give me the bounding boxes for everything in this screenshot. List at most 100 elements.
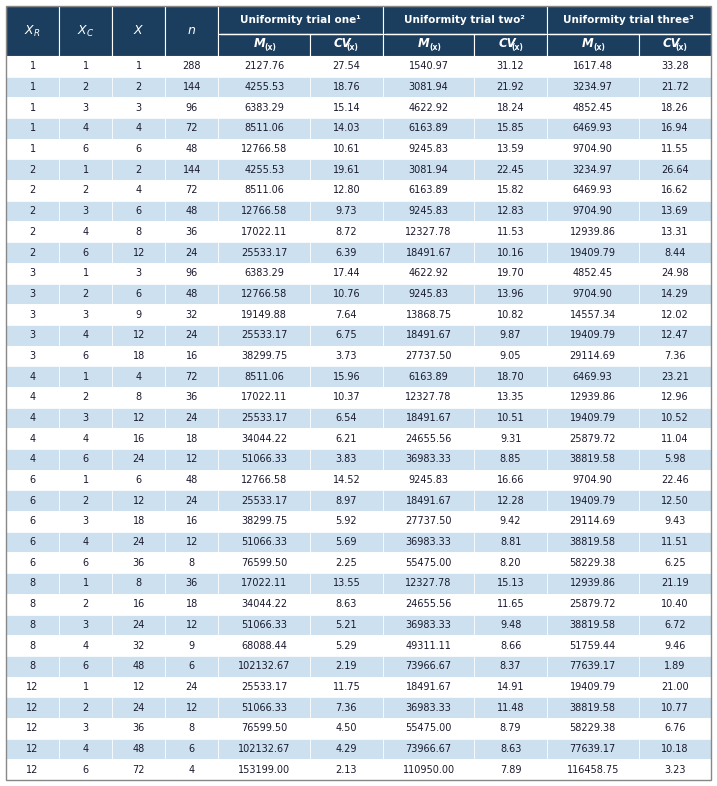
Text: 25533.17: 25533.17: [241, 413, 288, 423]
Bar: [547, 6, 711, 34]
Text: 12: 12: [27, 703, 39, 713]
Bar: [6, 635, 59, 656]
Bar: [547, 160, 639, 180]
Bar: [113, 718, 166, 739]
Text: 24: 24: [186, 682, 198, 692]
Text: 3: 3: [82, 206, 89, 216]
Text: Uniformity trial one¹: Uniformity trial one¹: [240, 15, 361, 25]
Bar: [547, 635, 639, 656]
Bar: [219, 408, 310, 428]
Bar: [547, 118, 639, 139]
Text: 17022.11: 17022.11: [241, 578, 288, 589]
Text: 2.13: 2.13: [336, 765, 357, 775]
Text: (x): (x): [265, 43, 277, 52]
Text: 3234.97: 3234.97: [573, 82, 613, 92]
Bar: [383, 304, 475, 325]
Text: 8.81: 8.81: [500, 537, 521, 547]
Text: (x): (x): [593, 43, 605, 52]
Text: 2: 2: [136, 165, 142, 174]
Bar: [6, 615, 59, 635]
Text: 36983.33: 36983.33: [406, 703, 452, 713]
Bar: [113, 56, 166, 77]
Text: $n$: $n$: [187, 24, 196, 38]
Text: Uniformity trial three³: Uniformity trial three³: [564, 15, 694, 25]
Bar: [383, 387, 475, 408]
Text: 55475.00: 55475.00: [405, 723, 452, 733]
Text: 3: 3: [29, 310, 36, 320]
Text: 27737.50: 27737.50: [405, 516, 452, 527]
Text: 1: 1: [82, 372, 89, 382]
Text: 34044.22: 34044.22: [242, 434, 288, 443]
Bar: [547, 366, 639, 387]
Text: 12: 12: [133, 330, 145, 340]
Bar: [113, 635, 166, 656]
Text: 3234.97: 3234.97: [573, 165, 613, 174]
Bar: [639, 718, 711, 739]
Bar: [219, 56, 310, 77]
Text: 6.75: 6.75: [336, 330, 357, 340]
Bar: [310, 34, 383, 56]
Text: 2: 2: [82, 703, 89, 713]
Bar: [59, 656, 113, 677]
Bar: [475, 242, 547, 263]
Text: 3: 3: [82, 413, 89, 423]
Text: 19.70: 19.70: [497, 268, 524, 278]
Bar: [219, 594, 310, 615]
Text: 8.79: 8.79: [500, 723, 521, 733]
Text: 2: 2: [82, 599, 89, 609]
Bar: [475, 139, 547, 160]
Bar: [383, 325, 475, 346]
Text: 18: 18: [186, 434, 198, 443]
Bar: [219, 553, 310, 573]
Text: 153199.00: 153199.00: [238, 765, 290, 775]
Text: 13.31: 13.31: [661, 227, 688, 237]
Text: 24: 24: [186, 413, 198, 423]
Text: 38819.58: 38819.58: [570, 454, 616, 465]
Bar: [219, 428, 310, 449]
Bar: [113, 387, 166, 408]
Bar: [113, 408, 166, 428]
Bar: [639, 284, 711, 304]
Bar: [113, 263, 166, 284]
Text: 5.69: 5.69: [336, 537, 357, 547]
Text: 16: 16: [133, 434, 145, 443]
Bar: [166, 697, 219, 718]
Text: 1: 1: [136, 61, 142, 72]
Text: 6163.89: 6163.89: [409, 185, 448, 196]
Text: 19.61: 19.61: [333, 165, 360, 174]
Bar: [475, 34, 547, 56]
Text: 6: 6: [29, 558, 36, 567]
Text: (x): (x): [429, 43, 441, 52]
Text: 4: 4: [136, 185, 142, 196]
Text: 18.24: 18.24: [497, 103, 524, 112]
Bar: [59, 408, 113, 428]
Bar: [383, 139, 475, 160]
Text: 8: 8: [189, 723, 195, 733]
Bar: [59, 718, 113, 739]
Bar: [59, 97, 113, 118]
Bar: [547, 718, 639, 739]
Text: 22.46: 22.46: [661, 475, 688, 485]
Bar: [6, 139, 59, 160]
Bar: [166, 428, 219, 449]
Bar: [59, 677, 113, 697]
Text: 10.61: 10.61: [333, 144, 360, 154]
Bar: [310, 739, 383, 759]
Text: 8: 8: [136, 392, 142, 402]
Text: 3.83: 3.83: [336, 454, 357, 465]
Text: 10.52: 10.52: [661, 413, 688, 423]
Bar: [219, 677, 310, 697]
Bar: [475, 118, 547, 139]
Text: 4852.45: 4852.45: [573, 103, 613, 112]
Text: 22.45: 22.45: [497, 165, 525, 174]
Text: 18491.67: 18491.67: [406, 330, 452, 340]
Bar: [59, 428, 113, 449]
Bar: [219, 656, 310, 677]
Bar: [475, 511, 547, 532]
Text: 3: 3: [136, 268, 142, 278]
Text: 24.98: 24.98: [661, 268, 688, 278]
Bar: [113, 6, 166, 56]
Bar: [639, 490, 711, 511]
Text: 2: 2: [29, 206, 36, 216]
Text: CV: CV: [663, 37, 680, 50]
